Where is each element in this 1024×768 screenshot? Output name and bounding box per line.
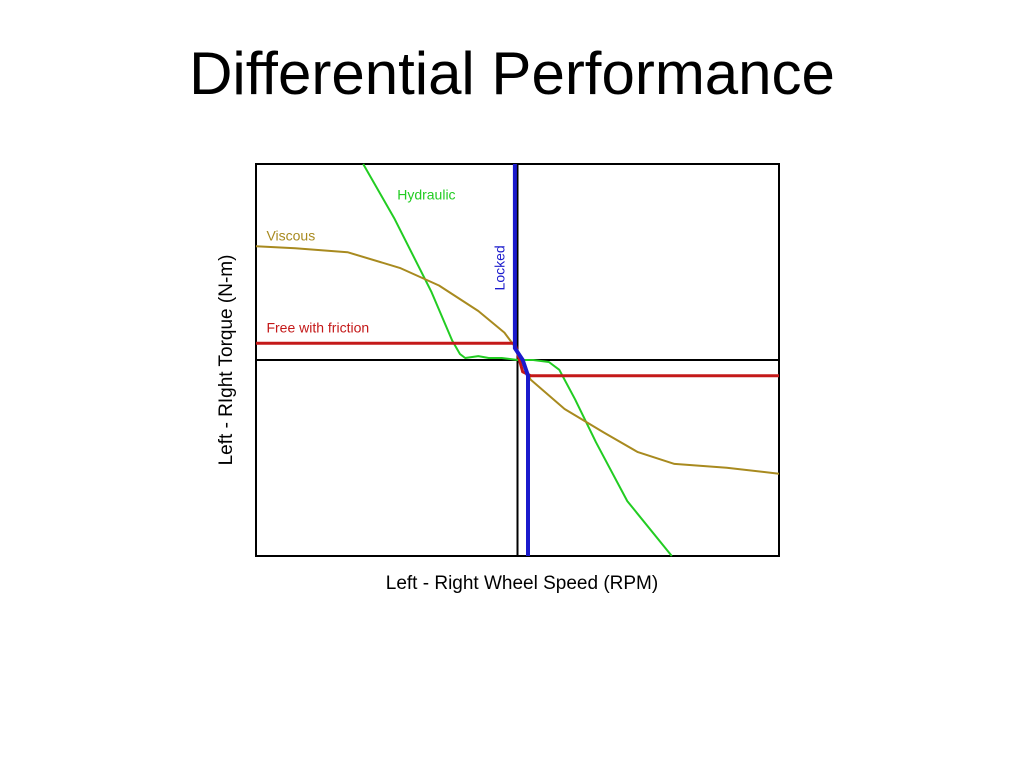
series-label-locked: Locked xyxy=(491,245,507,290)
x-axis-label: Left - Right Wheel Speed (RPM) xyxy=(386,573,658,594)
series-line-hydraulic xyxy=(362,163,673,557)
series-line-free-with-friction xyxy=(256,341,779,378)
series-line-locked xyxy=(512,164,530,556)
annotation-group: Hydraulic Viscous Free with friction Locked xyxy=(266,186,507,335)
series-label-free-with-friction: Free with friction xyxy=(266,320,369,336)
series-label-viscous: Viscous xyxy=(266,227,315,243)
slide-title: Differential Performance xyxy=(189,40,835,107)
series-label-hydraulic: Hydraulic xyxy=(397,186,455,202)
y-axis-label: Left - RIght Torque (N-m) xyxy=(216,255,237,466)
plot-area: Hydraulic Viscous Free with friction Locked xyxy=(255,163,780,557)
series-group xyxy=(255,163,780,557)
